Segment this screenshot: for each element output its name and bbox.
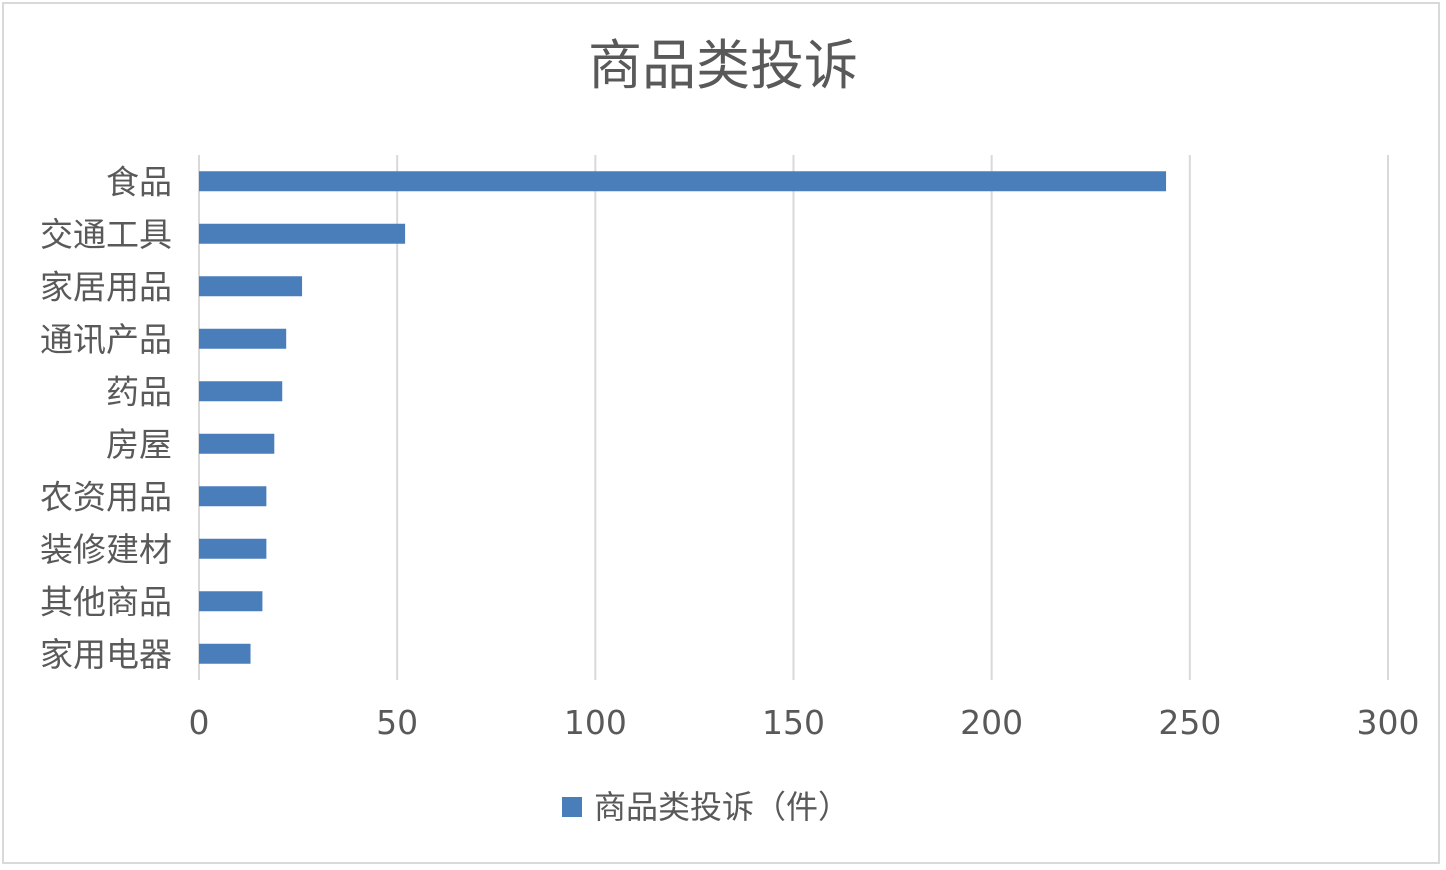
bar-3 — [199, 328, 287, 349]
category-label: 通讯产品 — [40, 320, 172, 359]
chart-title: 商品类投诉 — [588, 34, 858, 97]
legend-swatch — [562, 797, 582, 817]
category-label: 农资用品 — [40, 477, 172, 516]
category-label: 装修建材 — [40, 530, 172, 569]
category-label: 家用电器 — [40, 635, 172, 674]
x-tick-label: 0 — [189, 703, 210, 742]
bar-4 — [199, 381, 283, 402]
x-tick-label: 300 — [1357, 703, 1420, 742]
category-label: 房屋 — [106, 425, 172, 464]
category-label: 食品 — [106, 162, 172, 201]
bar-0 — [199, 171, 1167, 192]
x-tick-label: 50 — [376, 703, 418, 742]
x-tick-label: 150 — [762, 703, 825, 742]
bar-5 — [199, 433, 275, 454]
x-tick-label: 200 — [960, 703, 1023, 742]
bar-1 — [199, 223, 406, 244]
legend: 商品类投诉（件） — [562, 788, 850, 826]
x-tick-label: 100 — [564, 703, 627, 742]
legend-label: 商品类投诉（件） — [594, 788, 850, 826]
x-axis-tick-labels: 0 50 100 150 200 250 300 — [189, 703, 1420, 742]
bar-8 — [199, 591, 263, 612]
bar-9 — [199, 643, 251, 664]
x-tick-label: 250 — [1158, 703, 1221, 742]
category-label: 其他商品 — [40, 582, 172, 621]
category-label: 药品 — [106, 372, 172, 411]
category-label: 家居用品 — [40, 267, 172, 306]
category-label: 交通工具 — [40, 215, 172, 254]
bar-6 — [199, 486, 267, 507]
bars — [199, 171, 1167, 664]
bar-2 — [199, 276, 303, 297]
bar-7 — [199, 538, 267, 559]
